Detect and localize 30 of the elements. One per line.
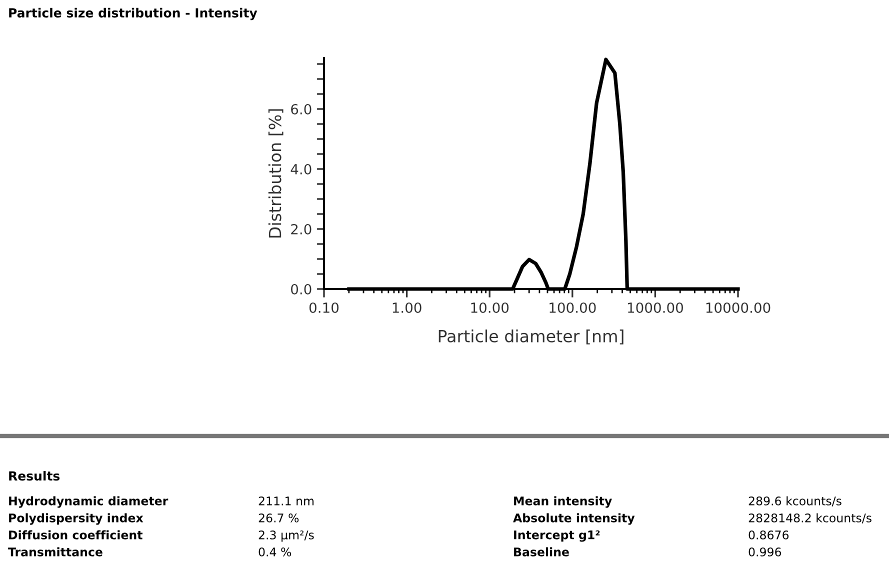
text: Mean intensity xyxy=(514,496,612,508)
text: 2828148.2 kcounts/s xyxy=(748,513,872,524)
text: 289.6 kcounts/s xyxy=(748,496,842,506)
text: 26.7 % xyxy=(258,513,299,522)
x-tick-label: 0.10 xyxy=(309,302,339,313)
y-tick-label: 6.0 xyxy=(291,104,312,114)
x-tick-label: 10000.00 xyxy=(706,302,770,313)
x-tick-label: 100.00 xyxy=(550,302,596,313)
y-tick-label: 4.0 xyxy=(290,164,312,174)
y-tick-label: 2.0 xyxy=(291,224,312,234)
text: Baseline xyxy=(514,547,569,556)
y-tick-label: 0.0 xyxy=(291,284,312,294)
text: Absolute intensity xyxy=(513,513,635,525)
text: Polydispersity index xyxy=(9,513,144,525)
text: 211.1 nm xyxy=(258,496,314,506)
x-tick-label: 1000.00 xyxy=(628,302,683,313)
text: 0.8676 xyxy=(748,530,789,540)
text: Diffusion coefficient xyxy=(9,530,142,540)
text: 0.996 xyxy=(748,547,782,556)
text: 0.4 % xyxy=(258,547,292,556)
y-axis-title: Distribution [%] xyxy=(268,109,284,238)
text: 2.3 µm²/s xyxy=(258,530,314,542)
text: Transmittance xyxy=(8,547,102,556)
text: Results xyxy=(9,470,60,481)
text: Particle size distribution - Intensity xyxy=(9,8,258,20)
text: Hydrodynamic diameter xyxy=(9,496,168,508)
x-axis-title: Particle diameter [nm] xyxy=(438,330,624,344)
x-tick-label: 1.00 xyxy=(392,302,422,313)
x-tick-label: 10.00 xyxy=(471,302,509,313)
text: Intercept g1² xyxy=(514,530,600,542)
